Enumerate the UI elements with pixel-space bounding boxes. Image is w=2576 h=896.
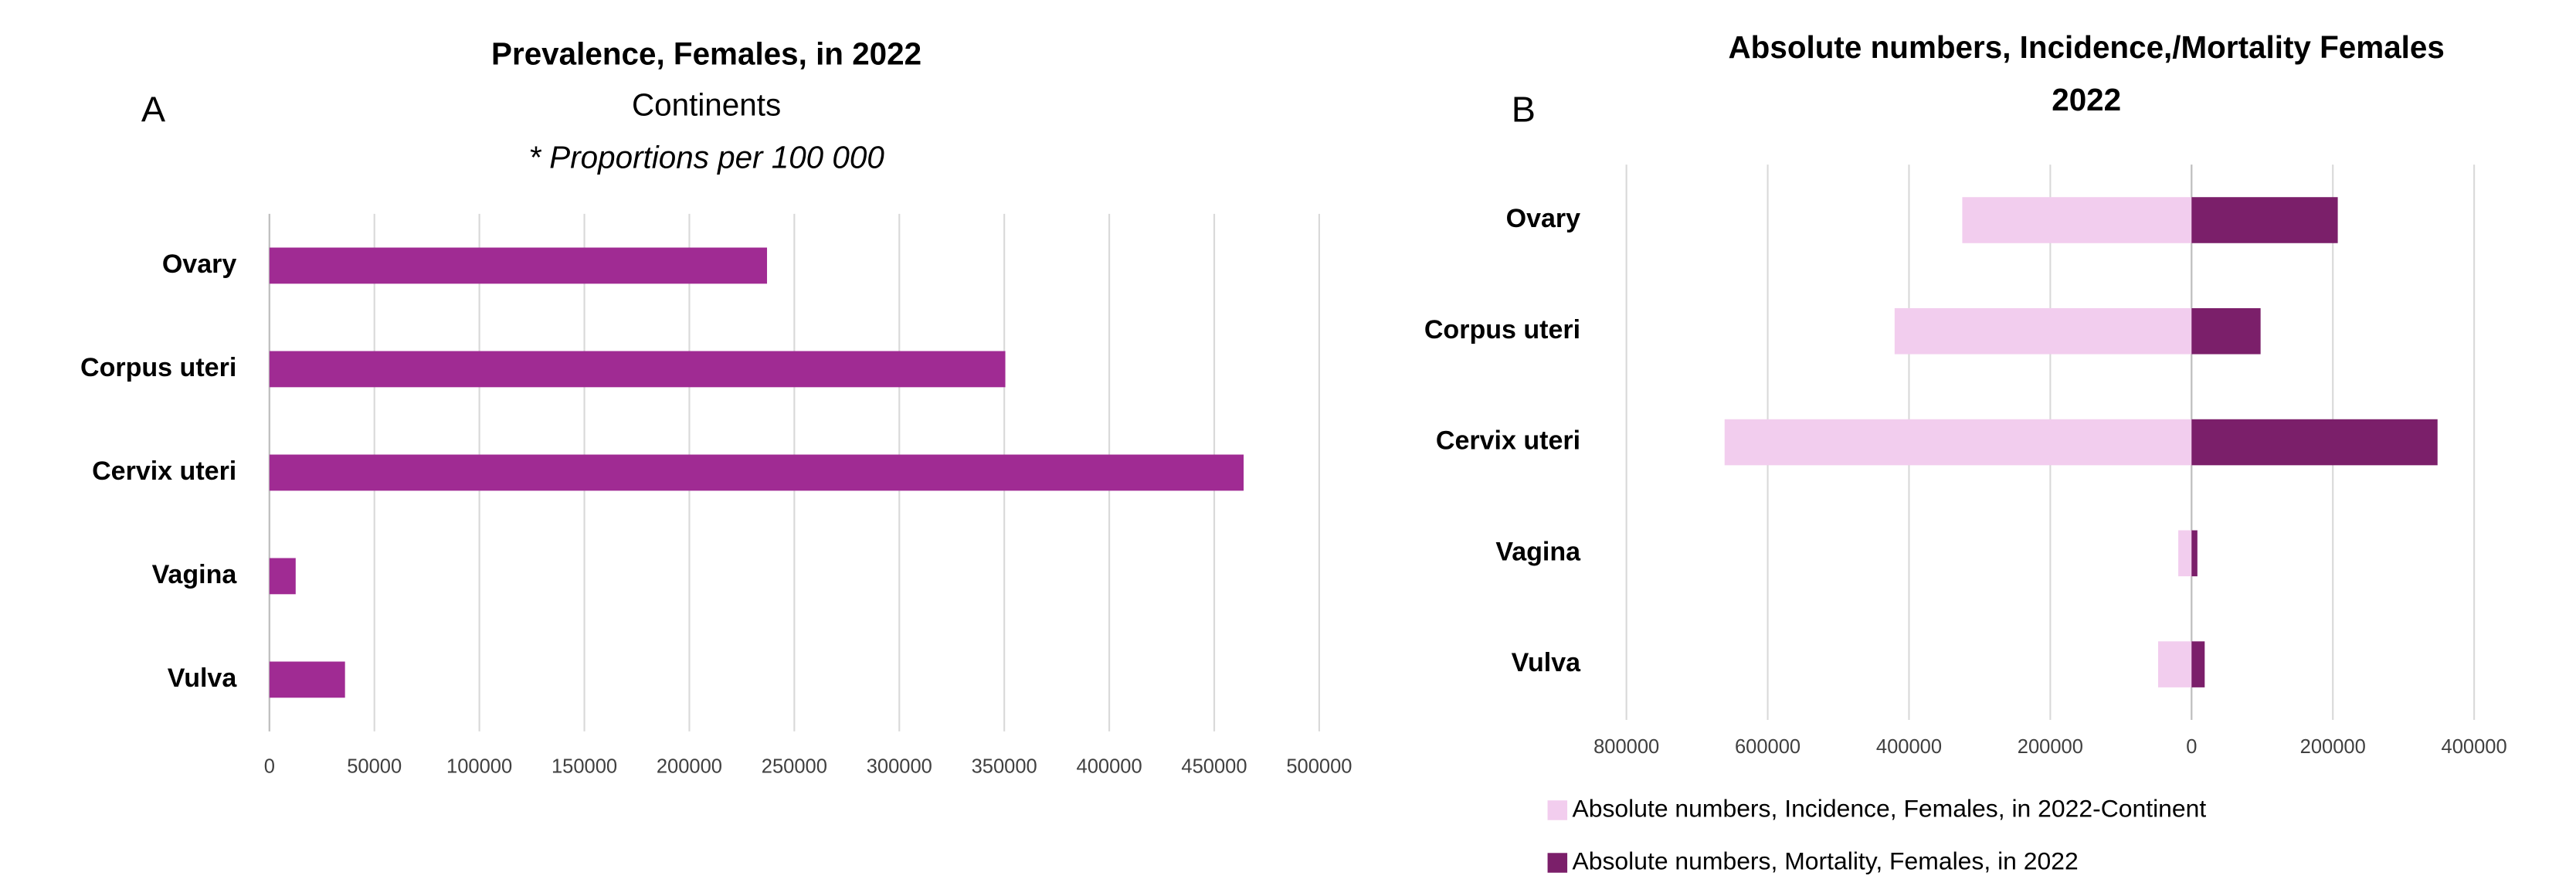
bar [1724,419,2192,466]
bar [2191,530,2198,577]
chart-note: * Proportions per 100 000 [528,139,884,175]
x-tick-label: 250000 [762,755,827,777]
chart-title: Absolute numbers, Incidence,/Mortality F… [1729,29,2445,65]
y-tick-label: Corpus uteri [80,353,236,382]
bar [269,247,768,284]
y-tick-label: Cervix uteri [1436,426,1580,456]
bar [2191,641,2205,687]
legend-swatch [1547,800,1568,820]
x-tick-label: 400000 [2442,736,2507,758]
x-tick-label: 200000 [2018,736,2083,758]
bar [269,558,296,595]
x-tick-label: 150000 [552,755,617,777]
x-tick-label: 400000 [1077,755,1142,777]
x-tick-label: 500000 [1286,755,1352,777]
bar [2158,641,2192,687]
bar [1894,307,2192,355]
x-tick-label: 50000 [347,755,402,777]
x-tick-label: 400000 [1876,736,1942,758]
bar [269,661,345,698]
y-tick-label: Ovary [1506,204,1581,233]
x-tick-label: 0 [2186,736,2197,758]
panel-label: A [141,89,166,129]
y-tick-label: Vulva [1512,648,1582,677]
x-tick-label: 350000 [972,755,1037,777]
panel-label: B [1512,89,1536,129]
y-tick-label: Vulva [168,664,238,693]
y-tick-label: Ovary [162,249,237,279]
chart-subtitle: Continents [632,87,781,122]
y-tick-label: Cervix uteri [92,456,236,486]
chart-title: 2022 [2052,82,2121,117]
x-tick-label: 100000 [446,755,512,777]
x-tick-label: 600000 [1735,736,1800,758]
y-tick-label: Corpus uteri [1424,315,1580,344]
bar [2191,197,2338,243]
bar [2191,307,2261,355]
bar [269,454,1244,491]
x-tick-label: 450000 [1181,755,1247,777]
bar [2178,530,2192,577]
x-tick-label: 200000 [2300,736,2366,758]
y-tick-label: Vagina [1495,537,1581,566]
legend-swatch [1547,853,1568,873]
x-tick-label: 200000 [657,755,722,777]
legend-label: Absolute numbers, Mortality, Females, in… [1572,847,2078,874]
chart-title: Prevalence, Females, in 2022 [491,36,921,71]
y-tick-label: Vagina [152,560,238,589]
bar [2191,419,2438,466]
x-tick-label: 300000 [867,755,932,777]
x-tick-label: 0 [264,755,275,777]
bar [1962,197,2192,243]
legend-label: Absolute numbers, Incidence, Females, in… [1572,794,2206,822]
bar [269,351,1006,388]
x-tick-label: 800000 [1593,736,1659,758]
